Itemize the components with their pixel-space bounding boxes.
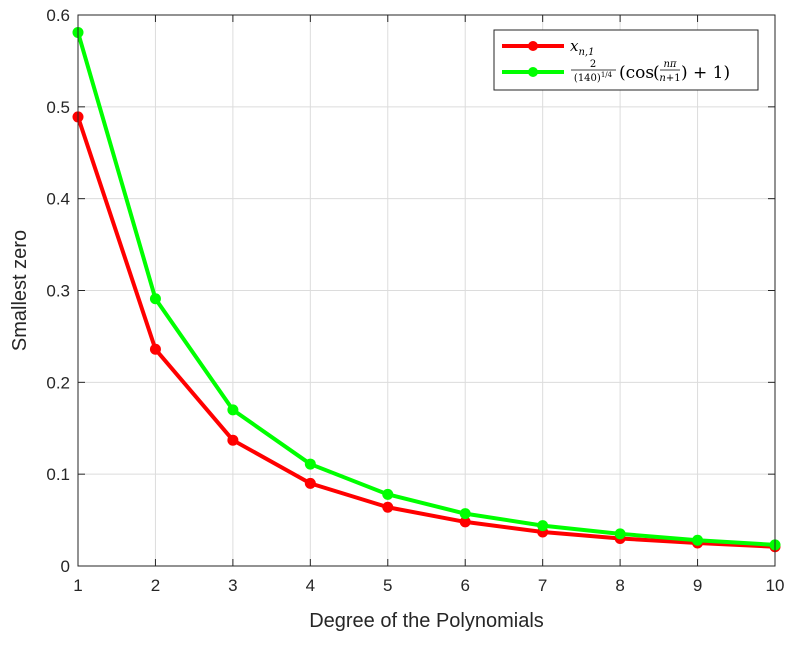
- legend-entry-2: 2 (140)1/4 (cos ( nπ n+1 ) + 1): [502, 59, 730, 84]
- y-tick-label: 0.4: [46, 190, 70, 209]
- y-tick-label: 0: [61, 557, 70, 576]
- y-tick-label: 0.2: [46, 373, 70, 392]
- series-2-point: [227, 404, 239, 416]
- series-1-point: [459, 516, 471, 528]
- series-1-point: [227, 434, 239, 446]
- series-1-line: [76, 116, 776, 549]
- x-tick-label: 10: [766, 576, 785, 595]
- y-axis-label: Smallest zero: [9, 230, 31, 351]
- series-1: [72, 111, 781, 553]
- series-1-point: [149, 343, 161, 355]
- x-tick-label: 1: [73, 576, 82, 595]
- series-2-point: [149, 293, 161, 305]
- series-2-point: [537, 520, 549, 532]
- svg-text:2: 2: [590, 59, 596, 70]
- legend-marker-2: [528, 67, 538, 77]
- y-tick-label: 0.3: [46, 282, 70, 301]
- x-tick-label: 4: [306, 576, 315, 595]
- svg-text:n+1: n+1: [659, 73, 680, 84]
- x-tick-label: 3: [228, 576, 237, 595]
- svg-text:nπ: nπ: [663, 59, 676, 70]
- series-2-point: [459, 508, 471, 520]
- legend-box: [493, 29, 759, 91]
- series-2-point: [304, 458, 316, 470]
- x-tick-label: 8: [615, 576, 624, 595]
- x-tick-label: 7: [538, 576, 547, 595]
- series-2-line: [76, 31, 776, 547]
- legend: xn,1 2 (140)1/4 (cos ( nπ n+1 ) + 1): [493, 29, 759, 91]
- x-tick-label: 6: [460, 576, 469, 595]
- x-tick-label: 2: [151, 576, 160, 595]
- series-1-point: [382, 501, 394, 513]
- y-tick-label: 0.1: [46, 465, 70, 484]
- legend-label-2: 2 (140)1/4 (cos ( nπ n+1 ) + 1): [571, 59, 730, 84]
- series-1-point: [304, 477, 316, 489]
- x-tick-label: 5: [383, 576, 392, 595]
- x-tick-label: 9: [693, 576, 702, 595]
- tick-labels: 1 2 3 4 5 6 7 8 9 10 0 0.1 0.2 0.3 0.4 0.5 0.6: [46, 6, 784, 595]
- svg-text:(cos: (cos: [619, 63, 654, 83]
- y-tick-label: 0.6: [46, 6, 70, 25]
- y-tick-label: 0.5: [46, 98, 70, 117]
- tick-marks: [77, 14, 776, 567]
- x-axis-label: Degree of the Polynomials: [309, 610, 544, 632]
- series-2-point: [692, 534, 704, 546]
- legend-marker-1: [528, 41, 538, 51]
- svg-text:(: (: [653, 63, 660, 83]
- series-2-point: [614, 528, 626, 540]
- svg-text:) + 1): ) + 1): [681, 63, 730, 83]
- series-2-point: [382, 488, 394, 500]
